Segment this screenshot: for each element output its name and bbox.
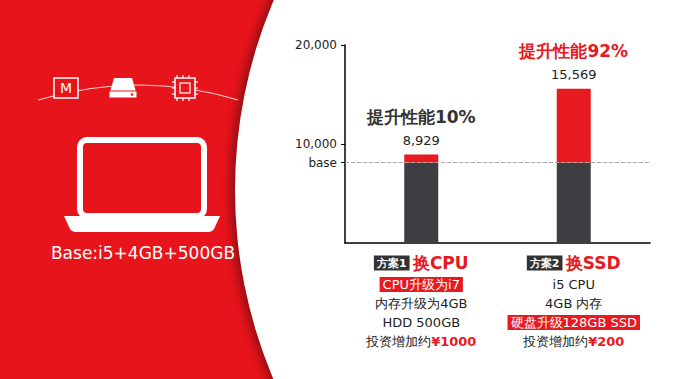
svg-text:20,000: 20,000	[295, 38, 337, 52]
svg-text:¥200: ¥200	[588, 334, 624, 349]
svg-text:投资增加约: 投资增加约	[365, 334, 431, 349]
svg-text:15,569: 15,569	[551, 67, 597, 82]
svg-text:提升性能10%: 提升性能10%	[366, 107, 476, 127]
svg-text:换CPU: 换CPU	[412, 253, 469, 273]
svg-text:base: base	[308, 156, 337, 170]
svg-text:4GB 内存: 4GB 内存	[545, 296, 602, 311]
svg-text:M: M	[60, 80, 72, 96]
svg-text:投资增加约: 投资增加约	[522, 334, 588, 349]
svg-text:8,929: 8,929	[403, 133, 440, 148]
svg-text:方案1: 方案1	[376, 257, 407, 270]
svg-text:HDD 500GB: HDD 500GB	[382, 315, 460, 330]
svg-text:换SSD: 换SSD	[565, 253, 621, 273]
svg-text:¥1000: ¥1000	[431, 334, 476, 349]
svg-text:CPU升级为i7: CPU升级为i7	[383, 277, 460, 292]
svg-text:10,000: 10,000	[295, 137, 337, 151]
svg-text:i5 CPU: i5 CPU	[553, 277, 595, 292]
svg-text:Base:i5+4GB+500GB: Base:i5+4GB+500GB	[51, 243, 235, 263]
svg-text:内存升级为4GB: 内存升级为4GB	[375, 296, 467, 311]
svg-text:方案2: 方案2	[529, 257, 560, 270]
svg-text:硬盘升级128GB SSD: 硬盘升级128GB SSD	[511, 315, 637, 330]
svg-text:提升性能92%: 提升性能92%	[518, 41, 628, 61]
